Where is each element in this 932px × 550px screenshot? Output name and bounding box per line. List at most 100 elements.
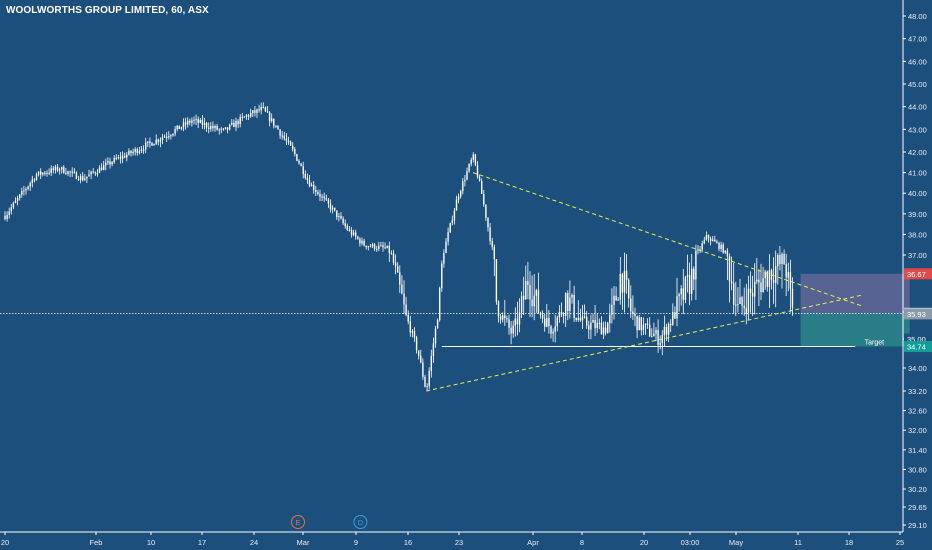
candle-body <box>678 294 680 297</box>
candle-body <box>791 288 794 308</box>
candle-body <box>283 135 285 139</box>
earnings-event-label: E <box>295 518 300 527</box>
candle-body <box>527 280 529 286</box>
candle-body <box>405 304 407 315</box>
candle-body <box>79 176 82 180</box>
candle-body <box>609 314 611 324</box>
candle-body <box>90 171 92 175</box>
candle-body <box>344 223 346 227</box>
candle-body <box>777 254 779 267</box>
candle-body <box>277 126 279 130</box>
dividend-event-marker[interactable] <box>353 515 368 529</box>
candle-body <box>558 312 561 318</box>
candle-body <box>525 280 527 300</box>
candle-body <box>638 317 640 331</box>
candle-body <box>640 317 642 331</box>
price-tick-label: 31.40 <box>908 446 927 455</box>
candle-body <box>680 288 682 295</box>
candle-body <box>699 249 701 251</box>
candle-body <box>508 319 510 328</box>
candle-body <box>571 294 573 298</box>
candle-body <box>380 245 382 247</box>
trendline-lower[interactable] <box>426 294 864 392</box>
candle-body <box>317 192 319 194</box>
candle-body <box>159 139 162 142</box>
candle-body <box>212 126 214 129</box>
candle-body <box>567 292 569 311</box>
candle-body <box>54 166 57 171</box>
time-tick-label: Mar <box>297 538 310 547</box>
candle-body <box>451 220 453 224</box>
candle-body <box>124 155 126 158</box>
candle-body <box>300 163 302 166</box>
price-tick-label: 48.00 <box>908 12 927 21</box>
candle-body <box>71 171 73 173</box>
time-tick-label: 25 <box>896 538 904 547</box>
candle-body <box>33 179 36 181</box>
candle-body <box>413 330 416 338</box>
candle-body <box>785 264 787 278</box>
candle-body <box>573 294 575 318</box>
price-tick-label: 30.20 <box>908 485 927 494</box>
price-tick-label: 41.00 <box>908 169 927 178</box>
candle-body <box>550 326 552 334</box>
candle-body <box>350 230 353 235</box>
price-tick-label: 44.00 <box>908 103 927 112</box>
candle-body <box>128 150 130 155</box>
candle-body <box>153 144 155 146</box>
time-tick-label: 20 <box>1 538 9 547</box>
candle-body <box>443 253 445 264</box>
candle-body <box>348 229 351 231</box>
candle-body <box>672 312 674 325</box>
candle-body <box>665 326 668 335</box>
candle-body <box>31 179 33 184</box>
candle-body <box>483 193 485 205</box>
candle-body <box>82 176 84 181</box>
candle-body <box>136 149 138 154</box>
reward-zone[interactable] <box>800 313 910 347</box>
candle-body <box>247 115 250 117</box>
candle-body <box>315 190 317 193</box>
candle-body <box>77 178 80 180</box>
earnings-event-marker[interactable] <box>291 515 305 529</box>
candle-body <box>682 288 684 300</box>
candle-body <box>163 136 166 138</box>
candle-body <box>52 168 54 171</box>
candle-body <box>140 149 143 151</box>
risk-zone[interactable] <box>800 273 910 314</box>
candle-body <box>107 161 109 163</box>
candle-body <box>25 188 27 191</box>
candle-body <box>27 186 29 189</box>
candle-body <box>98 167 101 173</box>
candle-body <box>180 127 183 130</box>
candle-body <box>191 120 193 123</box>
candle-body <box>92 171 94 173</box>
candle-body <box>21 191 23 195</box>
candle-body <box>103 165 105 171</box>
candle-body <box>741 297 743 306</box>
candle-body <box>716 241 718 243</box>
dividend-event-label: D <box>358 518 364 527</box>
candle-body <box>170 135 172 137</box>
candle-body <box>12 202 15 208</box>
candle-body <box>707 235 710 239</box>
candle-body <box>157 139 159 142</box>
price-tick-label: 37.00 <box>908 251 927 260</box>
time-tick-label: 16 <box>404 538 412 547</box>
candle-body <box>772 279 775 283</box>
candle-body <box>762 278 764 293</box>
candle-body <box>273 118 275 126</box>
candle-body <box>222 128 225 130</box>
candle-body <box>361 240 363 244</box>
time-tick-label: 11 <box>794 538 802 547</box>
candle-body <box>491 241 493 247</box>
price-tick-label: 29.65 <box>908 503 927 512</box>
candle-body <box>151 142 153 146</box>
candle-body <box>264 107 267 112</box>
candle-body <box>590 322 592 330</box>
trendline-upper[interactable] <box>472 172 864 307</box>
candle-body <box>220 128 222 130</box>
price-tag-tick <box>904 333 932 345</box>
candle-body <box>779 254 781 265</box>
